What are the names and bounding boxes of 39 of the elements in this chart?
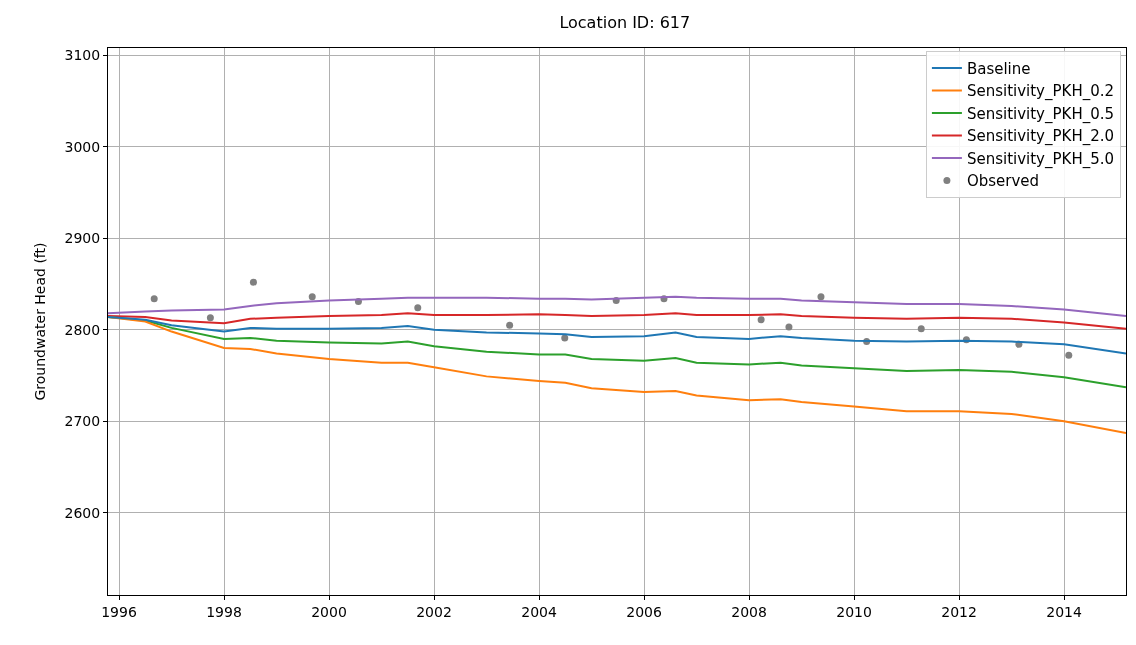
x-tick-label: 2014 xyxy=(1046,603,1082,620)
y-axis-title: Groundwater Head (ft) xyxy=(32,242,49,401)
line-series xyxy=(108,312,1126,330)
legend-label: Baseline xyxy=(966,59,1031,78)
point xyxy=(308,293,316,301)
x-tick-label: 2000 xyxy=(311,603,347,620)
point xyxy=(249,278,257,286)
chart-title: Location ID: 617 xyxy=(559,13,691,33)
point xyxy=(414,304,422,312)
legend-label: Observed xyxy=(966,172,1040,191)
x-tick-label: 2002 xyxy=(416,603,452,620)
x-tick-label: 1998 xyxy=(206,603,242,620)
y-tick-label: 3000 xyxy=(64,138,101,155)
point xyxy=(785,323,793,331)
x-tick-label: 2012 xyxy=(941,603,977,620)
point xyxy=(561,334,569,342)
line-series xyxy=(108,295,1126,318)
legend-label: Sensitivity_PKH_0.2 xyxy=(966,82,1115,102)
legend-label: Sensitivity_PKH_5.0 xyxy=(966,149,1115,169)
y-tick-label: 3100 xyxy=(64,47,101,64)
x-tick-label: 2006 xyxy=(626,603,662,620)
line-series xyxy=(108,315,1126,355)
y-tick-label: 2900 xyxy=(64,230,101,247)
point xyxy=(917,325,925,333)
point xyxy=(206,314,214,322)
y-tick-label: 2700 xyxy=(64,413,101,430)
point xyxy=(150,295,158,303)
legend-label: Sensitivity_PKH_2.0 xyxy=(966,127,1115,147)
x-tick-label: 1996 xyxy=(101,603,137,620)
point xyxy=(757,316,765,324)
x-tick-label: 2008 xyxy=(731,603,767,620)
point xyxy=(506,321,514,329)
x-tick-label: 2010 xyxy=(836,603,872,620)
y-tick-label: 2600 xyxy=(64,504,101,521)
point xyxy=(1065,351,1073,359)
y-tick-label: 2800 xyxy=(64,321,101,338)
legend-label: Sensitivity_PKH_0.5 xyxy=(966,104,1115,124)
x-tick-label: 2004 xyxy=(521,603,557,620)
point xyxy=(817,293,825,301)
